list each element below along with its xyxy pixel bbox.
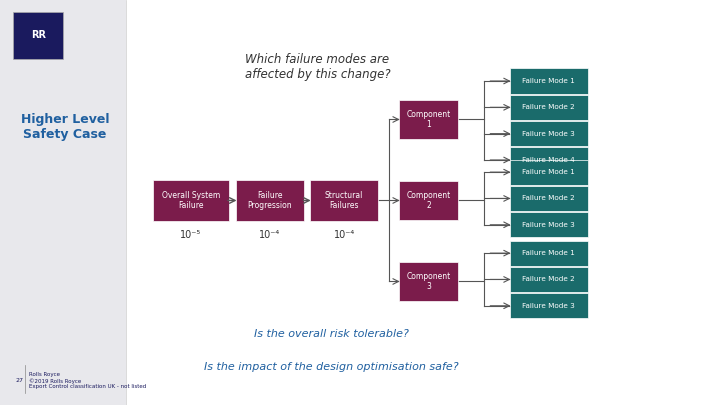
Text: 27: 27 — [16, 378, 24, 383]
Text: Which failure modes are
affected by this change?: Which failure modes are affected by this… — [245, 53, 390, 81]
FancyBboxPatch shape — [310, 180, 379, 221]
Text: RR: RR — [31, 30, 45, 40]
Text: Rolls Royce
©2019 Rolls Royce
Export Control classification UK - not listed: Rolls Royce ©2019 Rolls Royce Export Con… — [29, 372, 146, 389]
Text: Component
2: Component 2 — [406, 191, 451, 210]
Text: Failure Mode 2: Failure Mode 2 — [522, 104, 575, 110]
FancyBboxPatch shape — [510, 95, 588, 120]
FancyBboxPatch shape — [399, 262, 458, 301]
Text: Overall System
Failure: Overall System Failure — [162, 191, 220, 210]
Text: Failure Mode 3: Failure Mode 3 — [522, 222, 575, 228]
Text: Failure Mode 1: Failure Mode 1 — [522, 78, 575, 84]
FancyBboxPatch shape — [510, 212, 588, 237]
FancyBboxPatch shape — [399, 181, 458, 220]
FancyBboxPatch shape — [0, 0, 126, 405]
FancyBboxPatch shape — [510, 267, 588, 292]
FancyBboxPatch shape — [13, 12, 63, 59]
FancyBboxPatch shape — [510, 241, 588, 266]
Text: Component
3: Component 3 — [406, 272, 451, 291]
FancyBboxPatch shape — [510, 293, 588, 318]
Text: Failure Mode 1: Failure Mode 1 — [522, 250, 575, 256]
FancyBboxPatch shape — [153, 180, 229, 221]
FancyBboxPatch shape — [236, 180, 304, 221]
FancyBboxPatch shape — [510, 68, 588, 94]
Text: Failure Mode 3: Failure Mode 3 — [522, 131, 575, 136]
Text: Failure Mode 4: Failure Mode 4 — [522, 157, 575, 163]
Text: Is the overall risk tolerable?: Is the overall risk tolerable? — [253, 329, 409, 339]
Text: Component
1: Component 1 — [406, 110, 451, 129]
Text: Failure Mode 2: Failure Mode 2 — [522, 277, 575, 282]
Text: Failure Mode 1: Failure Mode 1 — [522, 169, 575, 175]
Text: 10⁻⁵: 10⁻⁵ — [180, 230, 202, 240]
FancyBboxPatch shape — [510, 121, 588, 146]
Text: Failure Mode 2: Failure Mode 2 — [522, 196, 575, 201]
FancyBboxPatch shape — [510, 186, 588, 211]
Text: Higher Level
Safety Case: Higher Level Safety Case — [21, 113, 109, 141]
Text: Failure
Progression: Failure Progression — [248, 191, 292, 210]
Text: 10⁻⁴: 10⁻⁴ — [333, 230, 355, 240]
FancyBboxPatch shape — [399, 100, 458, 139]
Text: Structural
Failures: Structural Failures — [325, 191, 364, 210]
Text: 10⁻⁴: 10⁻⁴ — [259, 230, 281, 240]
FancyBboxPatch shape — [510, 147, 588, 173]
Text: Failure Mode 3: Failure Mode 3 — [522, 303, 575, 309]
Text: Is the impact of the design optimisation safe?: Is the impact of the design optimisation… — [204, 362, 459, 371]
FancyBboxPatch shape — [510, 160, 588, 185]
